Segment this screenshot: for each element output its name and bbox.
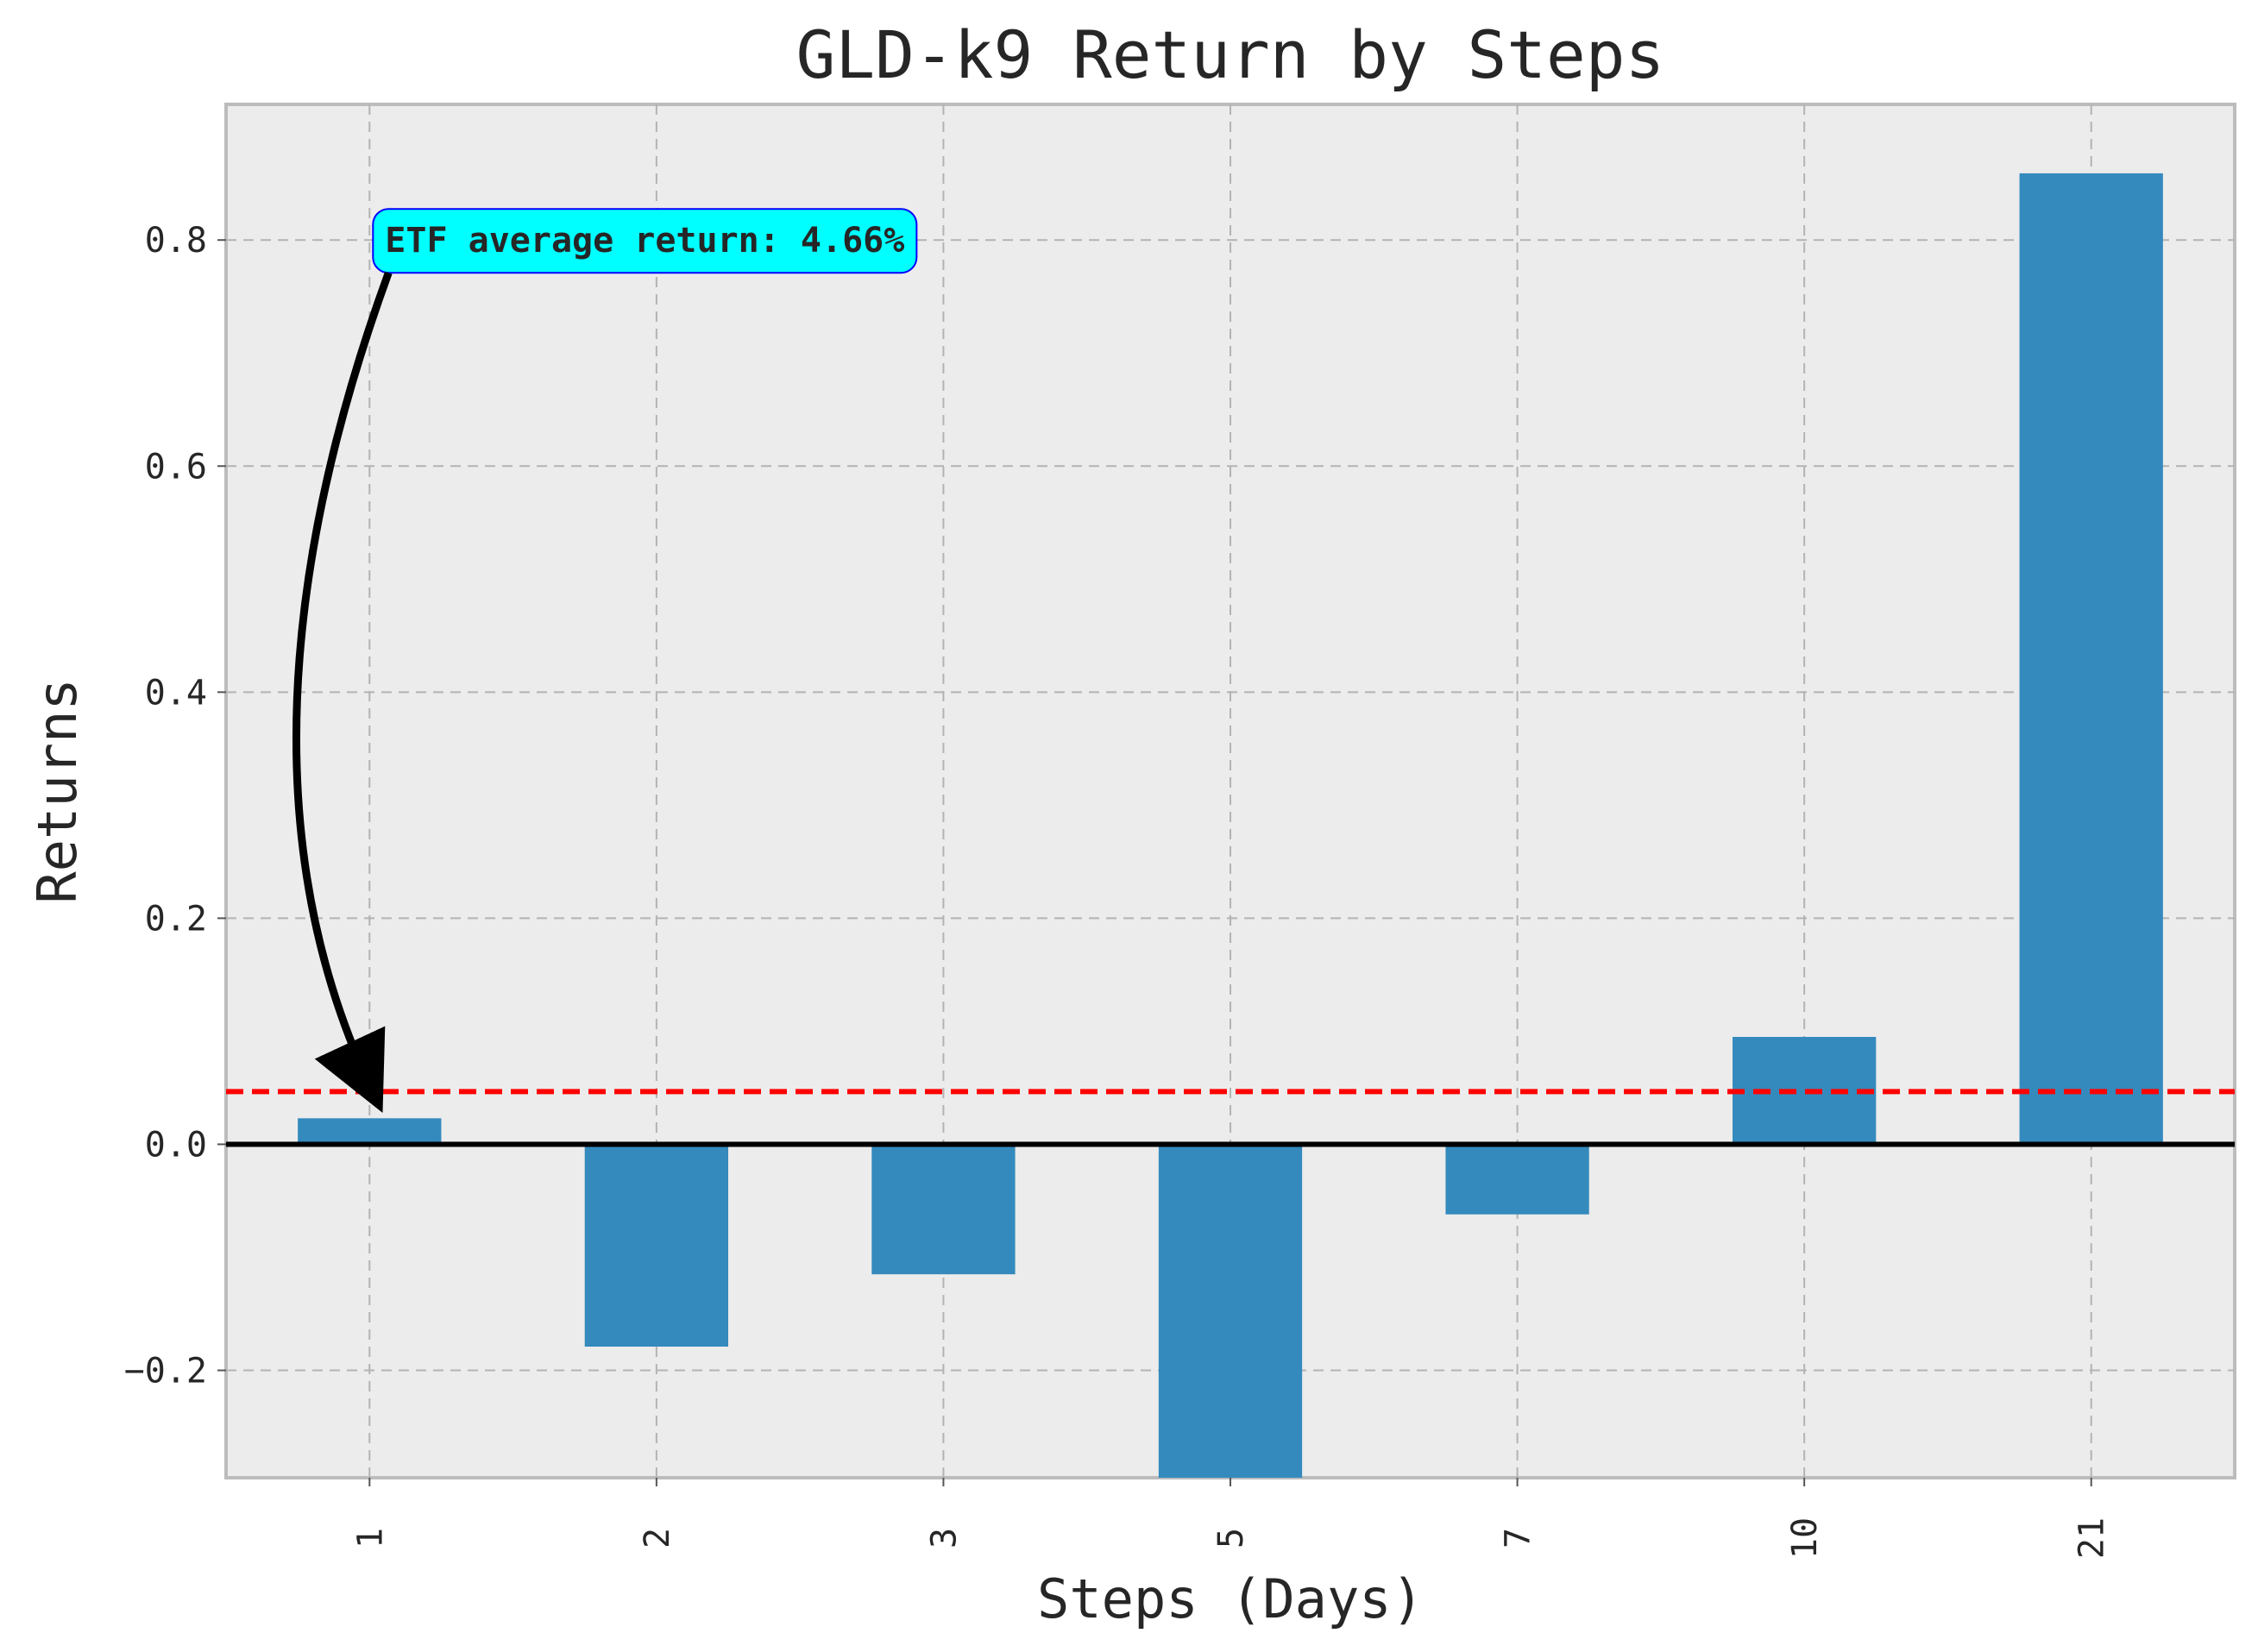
reference-lines: [226, 1089, 2235, 1147]
annotation-arrow: [292, 271, 393, 1114]
x-tick-label: 1: [350, 1528, 390, 1548]
x-axis-label: Steps (Days): [1037, 1567, 1424, 1630]
bar-2: [584, 1144, 728, 1347]
x-tick-label: 10: [1785, 1517, 1825, 1559]
annotation-text: ETF average return: 4.66%: [385, 221, 904, 261]
y-tick-label: 0.6: [145, 447, 207, 487]
annotation: ETF average return: 4.66%: [292, 208, 918, 1114]
y-axis-label: Returns: [26, 678, 89, 903]
bar-3: [871, 1144, 1016, 1275]
chart-title: GLD-k9 Return by Steps: [796, 16, 1665, 93]
bar-1: [298, 1118, 442, 1145]
y-tick-label: −0.2: [124, 1352, 207, 1391]
x-tick-label: 7: [1499, 1528, 1538, 1548]
y-tick-label: 0.2: [145, 899, 207, 939]
y-tick-label: 0.4: [145, 673, 207, 713]
x-tick-label: 3: [924, 1528, 964, 1548]
y-tick-label: 0.8: [145, 221, 207, 261]
annotation-box: [372, 208, 918, 274]
bar-5: [1158, 1144, 1303, 1478]
y-tick-label: 0.0: [145, 1125, 207, 1165]
bar-7: [1445, 1144, 1589, 1215]
x-tick-label: 5: [1211, 1528, 1251, 1548]
ticks: 1 2 3 5 7 10 21 −0.2 0.0 0.2 0.4 0.6 0.8: [124, 221, 2112, 1559]
x-tick-label: 2: [638, 1528, 677, 1548]
bar-21: [2019, 173, 2163, 1145]
x-tick-label: 21: [2072, 1517, 2112, 1559]
